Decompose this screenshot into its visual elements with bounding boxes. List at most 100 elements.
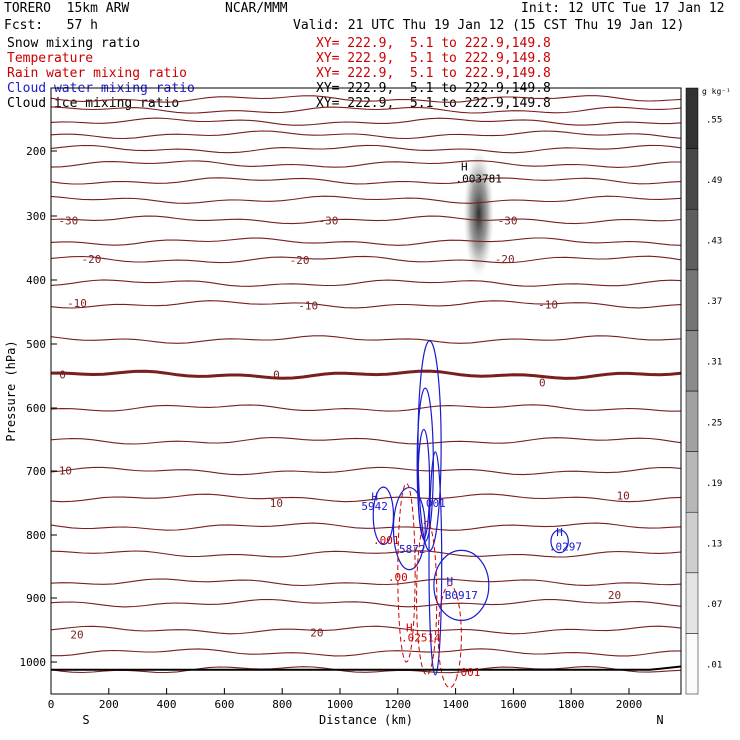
isotherm-label: -10: [538, 298, 558, 311]
isotherm: [51, 130, 681, 140]
field-rain-xy: XY= 222.9, 5.1 to 222.9,149.8: [316, 66, 551, 81]
field-temperature: Temperature: [7, 51, 94, 66]
colorbar-segment: [685, 87, 699, 149]
y-tick-label: 800: [26, 529, 46, 542]
colorbar-segment: [685, 511, 699, 574]
maximum-label: .001: [454, 666, 481, 679]
isotherm: [51, 550, 681, 558]
isotherm-label: -30: [318, 214, 338, 227]
x-tick-label: 1600: [500, 698, 527, 711]
isotherm-label: -20: [82, 253, 102, 266]
field-snow: Snow mixing ratio: [7, 36, 141, 51]
isotherm: [51, 106, 681, 114]
isotherm: [51, 177, 681, 185]
maximum-label: .00: [388, 571, 408, 584]
x-tick-label: 1000: [327, 698, 354, 711]
y-tick-label: 600: [26, 402, 46, 415]
colorbar-segment: [685, 390, 699, 452]
cloud-water-contour: [417, 428, 431, 539]
isotherm-label: -10: [67, 297, 87, 310]
isotherm-label: 20: [70, 628, 83, 641]
cloud-water-contour: [550, 529, 569, 554]
y-tick-label: 400: [26, 274, 46, 287]
isotherm-label: 10: [617, 489, 630, 502]
maximum-label: 5872: [399, 543, 426, 556]
cloud-water-contour: [433, 549, 490, 622]
isotherm: [51, 215, 681, 225]
isotherm: [51, 598, 681, 608]
x-axis-label: Distance (km): [319, 713, 413, 727]
cloud-water-contour: [428, 451, 443, 676]
x-tick-label: 600: [214, 698, 234, 711]
cloud-water-contour: [372, 486, 395, 546]
colorbar-tick-label: .07: [706, 600, 722, 610]
colorbar-unit: g kg⁻¹: [702, 87, 731, 96]
x-tick-label: 200: [99, 698, 119, 711]
forecast-hour: Fcst: 57 h: [4, 18, 98, 33]
colorbar-tick-label: .49: [706, 176, 722, 186]
colorbar-segment: [685, 330, 699, 392]
colorbar-tick-label: .37: [706, 297, 722, 307]
valid-time: Valid: 21 UTC Thu 19 Jan 12 (15 CST Thu …: [293, 18, 685, 33]
isotherm: [51, 625, 681, 635]
isotherm-label: 0: [273, 369, 280, 382]
isotherm: [51, 255, 681, 264]
isotherm-label: -20: [290, 254, 310, 267]
rain-water-contour: [416, 520, 438, 676]
isotherm-label: 10: [59, 464, 72, 477]
maximum-label: .0297: [549, 540, 582, 553]
colorbar-tick-label: .19: [706, 479, 722, 489]
maximum-label: B0917: [445, 589, 478, 602]
isotherm: [51, 95, 681, 103]
isotherm: [51, 466, 681, 476]
isotherm: [51, 335, 681, 344]
x-tick-label: 1200: [385, 698, 412, 711]
plot-frame: [50, 87, 682, 695]
maximum-label: H: [556, 526, 563, 539]
x-tick-label: 400: [157, 698, 177, 711]
terrain-line: [51, 665, 681, 671]
x-tick-label: 800: [272, 698, 292, 711]
isotherm: [51, 404, 681, 412]
isotherm-label: -10: [298, 300, 318, 313]
y-tick-label: 700: [26, 465, 46, 478]
colorbar-tick-label: .01: [706, 661, 722, 671]
cloud-water-contour: [416, 387, 434, 542]
south-label: S: [82, 713, 89, 727]
maximum-label: H: [446, 575, 453, 588]
isotherm-label: 20: [310, 627, 323, 640]
isotherm: [51, 279, 681, 287]
isotherm-label: 0: [539, 376, 546, 389]
colorbar-segment: [685, 572, 699, 634]
colorbar-tick-label: .43: [706, 237, 722, 247]
colorbar-tick-label: .31: [706, 358, 722, 368]
maximum-label: .003781: [456, 172, 502, 185]
colorbar-tick-label: .25: [706, 418, 722, 428]
maximum-label: H: [461, 161, 468, 174]
x-tick-label: 2000: [616, 698, 643, 711]
isotherm: [51, 648, 681, 657]
maximum-label: .001: [373, 534, 400, 547]
field-rain: Rain water mixing ratio: [7, 66, 188, 81]
north-label: N: [656, 713, 663, 727]
isotherm-label: -30: [498, 214, 518, 227]
x-tick-label: 1400: [442, 698, 469, 711]
y-tick-label: 500: [26, 338, 46, 351]
rain-water-contour: [437, 584, 462, 689]
colorbar-tick-label: .55: [706, 115, 722, 125]
y-axis-label: Pressure (hPa): [4, 340, 18, 441]
colorbar-segment: [685, 269, 699, 331]
y-tick-label: 200: [26, 145, 46, 158]
rain-water-contour: [397, 483, 416, 663]
isotherm: [51, 369, 681, 380]
x-tick-label: 0: [48, 698, 55, 711]
maximum-label: .02514: [401, 632, 441, 645]
colorbar-segment: [685, 451, 699, 513]
isotherm: [51, 117, 681, 126]
y-tick-label: 300: [26, 210, 46, 223]
isotherm-label: -20: [495, 253, 515, 266]
y-tick-label: 900: [26, 592, 46, 605]
snow-mixing-ratio-shading: [463, 151, 494, 277]
isotherm: [51, 578, 681, 587]
